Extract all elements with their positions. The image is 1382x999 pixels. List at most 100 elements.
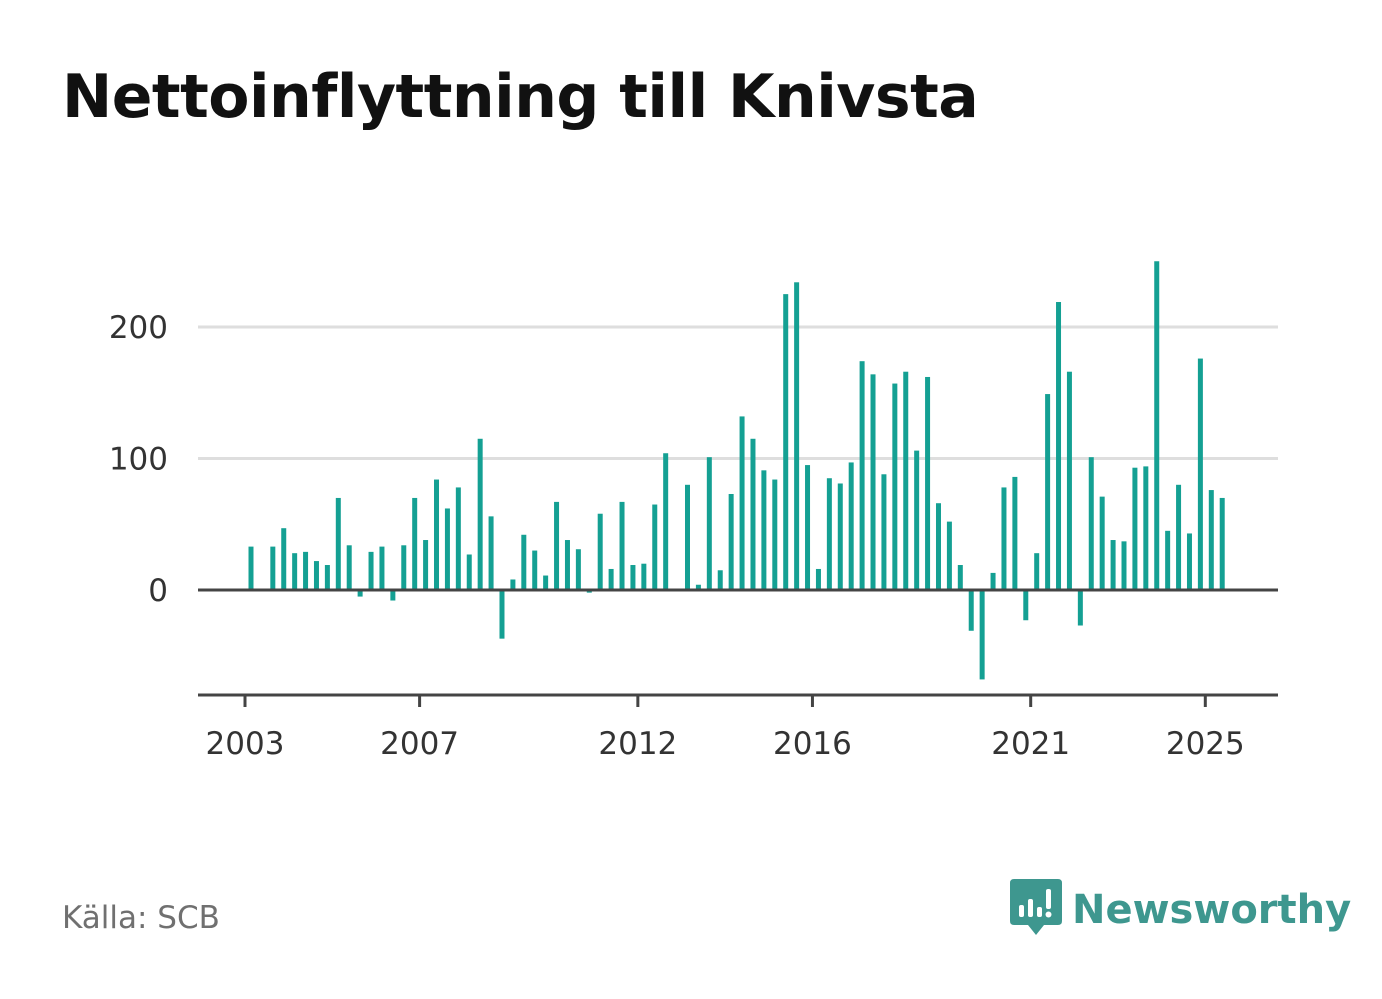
bar [575,549,581,590]
bar [434,479,440,590]
bar [1165,530,1171,590]
bar [477,438,483,590]
y-axis-ticks: 0 100 200 [109,310,168,609]
bar [946,521,952,590]
bar [1034,553,1040,590]
bar [368,551,374,590]
source-label: Källa: SCB [62,900,220,936]
bar [1121,541,1127,590]
brand-name: Newsworthy [1072,887,1352,933]
bar [248,546,254,590]
x-tick-label: 2012 [598,726,677,762]
bar [335,497,341,590]
brand-logo: Newsworthy [1010,878,1351,942]
bar [750,438,756,590]
bar [925,376,931,590]
bar [630,565,636,590]
bar [379,546,385,590]
bar [739,416,745,590]
bar [1176,484,1182,590]
bar [794,282,800,590]
bar [510,579,516,590]
bar [324,565,330,590]
bar [412,497,418,590]
bar [313,561,319,590]
bar [990,572,996,590]
bar [695,584,701,590]
bar [870,374,876,590]
bar [401,545,407,590]
bar [564,540,570,590]
bar [1219,497,1225,590]
bar [292,553,298,590]
bar [826,478,832,590]
bar [532,550,538,590]
bar [521,534,527,590]
x-tick-label: 2007 [380,726,459,762]
bar [346,545,352,590]
bar [455,487,461,590]
bar [957,565,963,590]
bar [979,590,985,680]
bar [892,383,898,590]
x-axis-ticks: 2003 2007 2012 2016 2021 2025 [206,695,1245,762]
bar [1154,261,1160,590]
bar [1197,358,1203,590]
bar [554,501,560,590]
bar [848,462,854,590]
bar [805,465,811,590]
bar [968,590,974,631]
bar [859,361,865,590]
bar [281,528,287,590]
bars [248,261,1225,680]
bar [303,551,309,590]
bar [935,503,941,590]
bar [1077,590,1083,626]
bar [641,563,647,590]
bar [837,483,843,590]
bar [597,513,603,590]
y-tick-label: 0 [148,573,168,609]
bar [1208,490,1214,590]
bar [488,516,494,590]
bar [881,474,887,590]
bar [903,371,909,590]
bar [1132,467,1138,590]
chart-title: Nettoinflyttning till Knivsta [62,62,979,132]
bar [608,568,614,590]
bar [717,570,723,590]
bar [1045,394,1051,590]
bar [1001,487,1007,590]
bar [914,450,920,590]
bar [685,484,690,590]
bar [423,540,429,590]
x-tick-label: 2021 [991,726,1070,762]
bar [1056,302,1062,590]
bar [1110,540,1116,590]
bar [1099,496,1105,590]
bar [783,294,789,590]
bar [499,590,505,639]
bar [728,494,734,590]
bar [772,479,778,590]
bar [663,453,669,590]
bar [1066,371,1072,590]
bar [466,554,472,590]
bar [444,508,450,590]
gridlines [198,325,1278,460]
bar [1186,533,1192,590]
bar [1012,476,1018,590]
bar [652,504,658,590]
bar [815,568,821,590]
bar [706,457,712,590]
bar [270,546,276,590]
bar [543,575,549,590]
x-tick-label: 2003 [206,726,285,762]
bar [390,590,396,601]
bar [1143,466,1149,590]
bar [619,501,625,590]
bar [357,590,363,597]
bar [1088,457,1094,590]
bar [761,470,767,590]
